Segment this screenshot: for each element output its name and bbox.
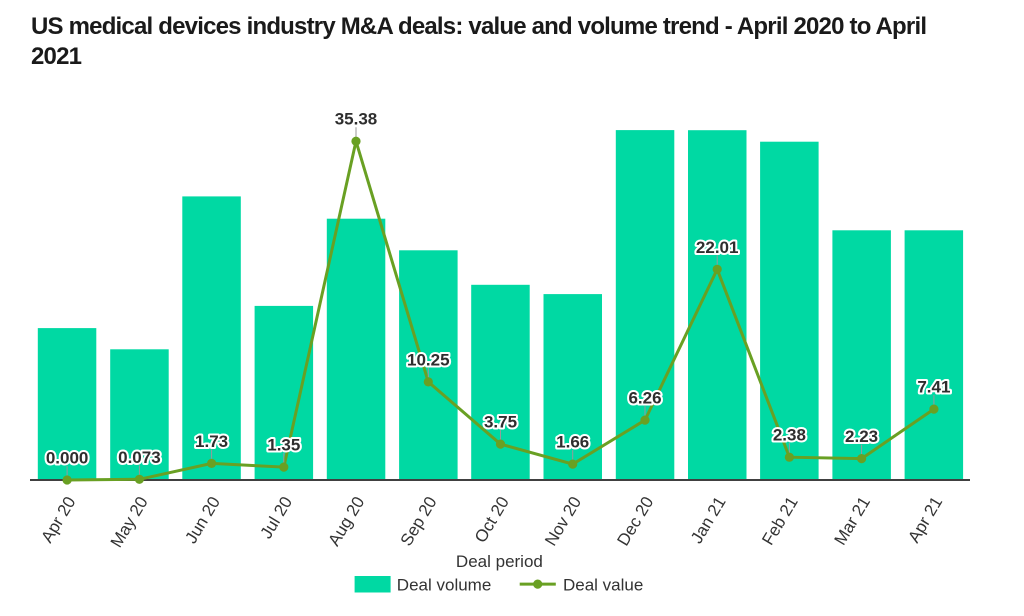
svg-text:Apr 20: Apr 20 — [37, 493, 79, 546]
svg-text:22.01: 22.01 — [696, 238, 739, 257]
svg-text:Deal volume: Deal volume — [397, 576, 492, 595]
svg-text:Jul 20: Jul 20 — [257, 493, 297, 542]
svg-text:Jan 21: Jan 21 — [687, 493, 730, 547]
svg-text:3.75: 3.75 — [484, 413, 517, 432]
svg-text:Dec 20: Dec 20 — [613, 493, 657, 549]
svg-text:0.073: 0.073 — [118, 448, 161, 467]
svg-text:Deal period: Deal period — [456, 552, 543, 571]
svg-text:1.73: 1.73 — [195, 432, 228, 451]
svg-text:7.41: 7.41 — [917, 378, 950, 397]
svg-text:Feb 21: Feb 21 — [758, 493, 802, 548]
svg-text:Apr 21: Apr 21 — [904, 493, 946, 546]
svg-text:2.23: 2.23 — [845, 427, 878, 446]
svg-text:1.35: 1.35 — [267, 436, 300, 455]
svg-text:1.66: 1.66 — [556, 433, 589, 452]
svg-text:Deal value: Deal value — [563, 576, 643, 595]
svg-text:Aug 20: Aug 20 — [324, 493, 368, 549]
svg-text:6.26: 6.26 — [628, 389, 661, 408]
svg-text:10.25: 10.25 — [407, 350, 450, 369]
svg-text:0.000: 0.000 — [46, 449, 89, 468]
svg-text:May 20: May 20 — [107, 493, 152, 551]
svg-text:Mar 21: Mar 21 — [830, 493, 874, 548]
svg-text:35.38: 35.38 — [335, 110, 378, 129]
svg-text:Nov 20: Nov 20 — [541, 493, 585, 549]
svg-text:Sep 20: Sep 20 — [397, 493, 441, 549]
svg-text:Jun 20: Jun 20 — [181, 493, 224, 547]
svg-text:Oct 20: Oct 20 — [471, 493, 513, 546]
svg-text:2.38: 2.38 — [773, 426, 806, 445]
